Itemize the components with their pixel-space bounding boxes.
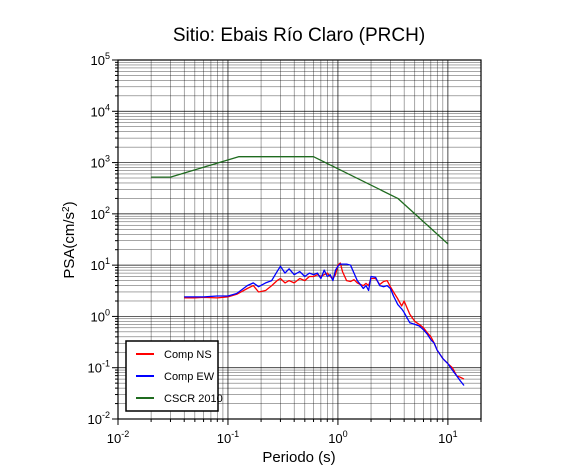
plot-frame	[117, 59, 482, 420]
y-tick-label: 101	[91, 256, 110, 273]
legend-items: Comp NS Comp EW CSCR 2010	[136, 349, 223, 405]
series-line-comp-ew	[184, 263, 465, 386]
plot-area	[112, 59, 482, 425]
y-tick-label: 105	[91, 51, 110, 68]
x-tick-label: 10-1	[217, 429, 239, 446]
chart-title: Sitio: Ebais Río Claro (PRCH)	[173, 25, 425, 46]
y-tick-label: 10-2	[88, 410, 110, 427]
x-axis-label: Periodo (s)	[262, 449, 335, 466]
series-lines	[151, 156, 465, 386]
y-tick-label: 100	[91, 307, 110, 324]
series-line-cscr-2010	[151, 156, 449, 245]
legend-label: Comp NS	[164, 349, 212, 361]
legend-label: Comp EW	[164, 371, 215, 383]
series-line-comp-ns	[184, 262, 465, 380]
x-tick-labels: 10-2 10-1 100 101	[107, 429, 458, 446]
legend: Comp NS Comp EW CSCR 2010	[125, 340, 223, 412]
y-tick-label: 103	[91, 154, 110, 171]
y-tick-label: 10-1	[88, 359, 110, 376]
y-tick-label: 104	[91, 102, 110, 119]
x-tick-label: 101	[438, 429, 457, 446]
y-tick-label: 102	[91, 205, 110, 222]
y-axis-label: PSA(cm/s2)	[61, 201, 79, 278]
x-tick-label: 100	[328, 429, 347, 446]
y-tick-labels: 10-2 10-1 100 101 102 103 104 105	[88, 51, 110, 427]
x-tick-label: 10-2	[107, 429, 129, 446]
legend-label: CSCR 2010	[164, 393, 223, 405]
